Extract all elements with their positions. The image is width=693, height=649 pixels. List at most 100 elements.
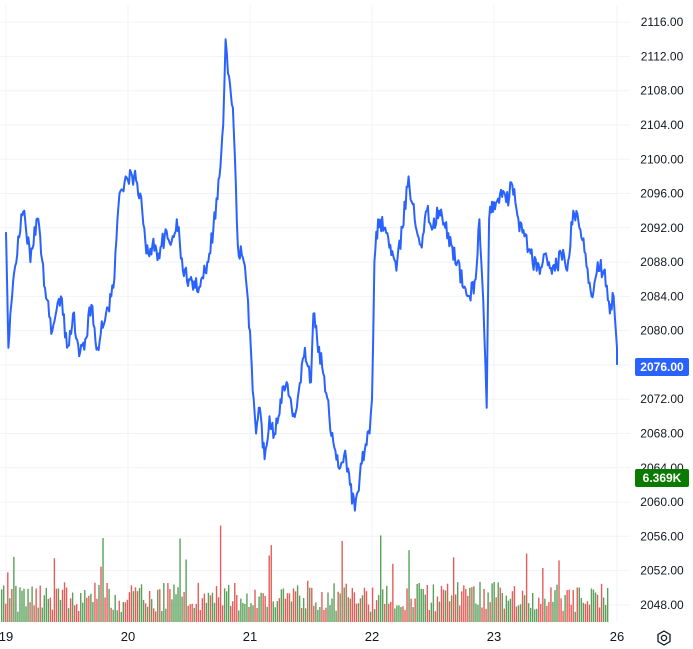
volume-bar — [313, 605, 315, 622]
volume-bar — [49, 597, 52, 622]
volume-bar — [183, 592, 185, 622]
volume-bar — [309, 587, 311, 622]
volume-bar — [497, 582, 499, 622]
volume-bar — [250, 603, 252, 622]
volume-badge: 6.369K — [635, 469, 689, 487]
volume-bar — [503, 608, 506, 622]
volume-bar — [534, 609, 536, 622]
volume-bar — [276, 601, 279, 622]
volume-bar — [436, 596, 439, 622]
volume-bar — [116, 610, 118, 622]
volume-bar — [227, 584, 230, 622]
volume-bar — [538, 597, 540, 622]
volume-bar — [365, 591, 368, 622]
volume-bar — [428, 610, 431, 622]
y-tick-label: 2060.00 — [640, 495, 684, 509]
volume-bar — [540, 603, 542, 622]
volume-bar — [400, 607, 402, 622]
volume-bar — [576, 587, 578, 622]
volume-bar — [191, 603, 193, 622]
volume-bar — [124, 602, 127, 622]
volume-bar — [153, 608, 155, 622]
volume-bar — [280, 589, 283, 622]
y-tick-label: 2116.00 — [641, 15, 684, 29]
volume-bar — [602, 597, 605, 622]
volume-bar — [317, 609, 319, 622]
volume-bar — [327, 592, 329, 622]
volume-bar — [446, 583, 449, 622]
volume-bar — [128, 592, 131, 622]
volume-bar — [384, 603, 386, 622]
volume-bar — [509, 598, 512, 622]
volume-bar — [96, 598, 98, 622]
volume-bar — [51, 609, 54, 622]
volume-bar — [65, 587, 68, 622]
volume-bar — [420, 588, 422, 622]
volume-bar — [73, 605, 76, 622]
volume-bar — [45, 588, 47, 622]
volume-bar — [544, 598, 546, 622]
volume-bar — [201, 598, 204, 622]
volume-bar — [61, 589, 64, 622]
volume-bar — [264, 596, 266, 622]
volume-bar — [254, 589, 256, 622]
volume-bar — [442, 589, 445, 622]
volume-bar — [136, 591, 139, 622]
volume-bar — [461, 591, 463, 622]
volume-bar — [197, 582, 199, 622]
volume-bar — [167, 583, 169, 622]
volume-bar — [479, 582, 481, 622]
volume-bar — [23, 588, 25, 622]
volume-bar — [215, 586, 218, 622]
gear-icon — [657, 630, 671, 646]
volume-bar — [122, 602, 124, 622]
volume-bar — [47, 598, 50, 622]
volume-bar — [452, 557, 455, 622]
volume-bar — [359, 598, 362, 622]
volume-bar — [94, 582, 96, 622]
volume-bar — [84, 590, 86, 622]
volume-bar — [347, 597, 349, 622]
volume-bar — [325, 607, 327, 622]
volume-bar — [104, 597, 106, 622]
volume-bar — [31, 586, 33, 622]
volume-bar — [213, 602, 216, 622]
volume-bar — [432, 584, 435, 622]
volume-bar — [430, 602, 433, 622]
volume-bar — [71, 592, 74, 622]
volume-bar — [515, 606, 518, 622]
volume-bar — [319, 607, 321, 622]
volume-bar — [1, 589, 3, 622]
volume-bar — [554, 590, 556, 622]
volume-bar — [570, 604, 572, 622]
volume-bar — [59, 599, 62, 622]
volume-bar — [11, 588, 13, 622]
volume-bar — [487, 592, 489, 622]
volume-bar — [193, 607, 195, 622]
volume-bar — [223, 588, 226, 622]
volume-bar — [35, 588, 37, 622]
volume-bar — [519, 604, 522, 622]
volume-bar — [225, 591, 228, 622]
volume-bar — [505, 595, 508, 622]
x-tick-label: 22 — [365, 629, 379, 644]
x-tick-label: 23 — [487, 629, 501, 644]
volume-bar — [465, 588, 467, 622]
volume-bar — [98, 584, 100, 622]
volume-bar — [19, 587, 21, 622]
volume-bar — [450, 595, 453, 622]
volume-bar — [138, 588, 141, 622]
volume-bar — [402, 606, 404, 622]
price-line — [5, 38, 618, 512]
volume-bar — [467, 595, 469, 622]
chart-settings-button[interactable] — [654, 628, 674, 648]
volume-bar — [418, 583, 420, 622]
x-axis: 19 20 21 22 23 26 — [0, 629, 624, 644]
volume-bar — [195, 603, 197, 622]
volume-bar — [517, 605, 520, 622]
volume-bar — [112, 609, 114, 622]
volume-bar — [240, 598, 242, 622]
volume-bar — [294, 591, 297, 622]
volume-bar — [414, 598, 416, 622]
